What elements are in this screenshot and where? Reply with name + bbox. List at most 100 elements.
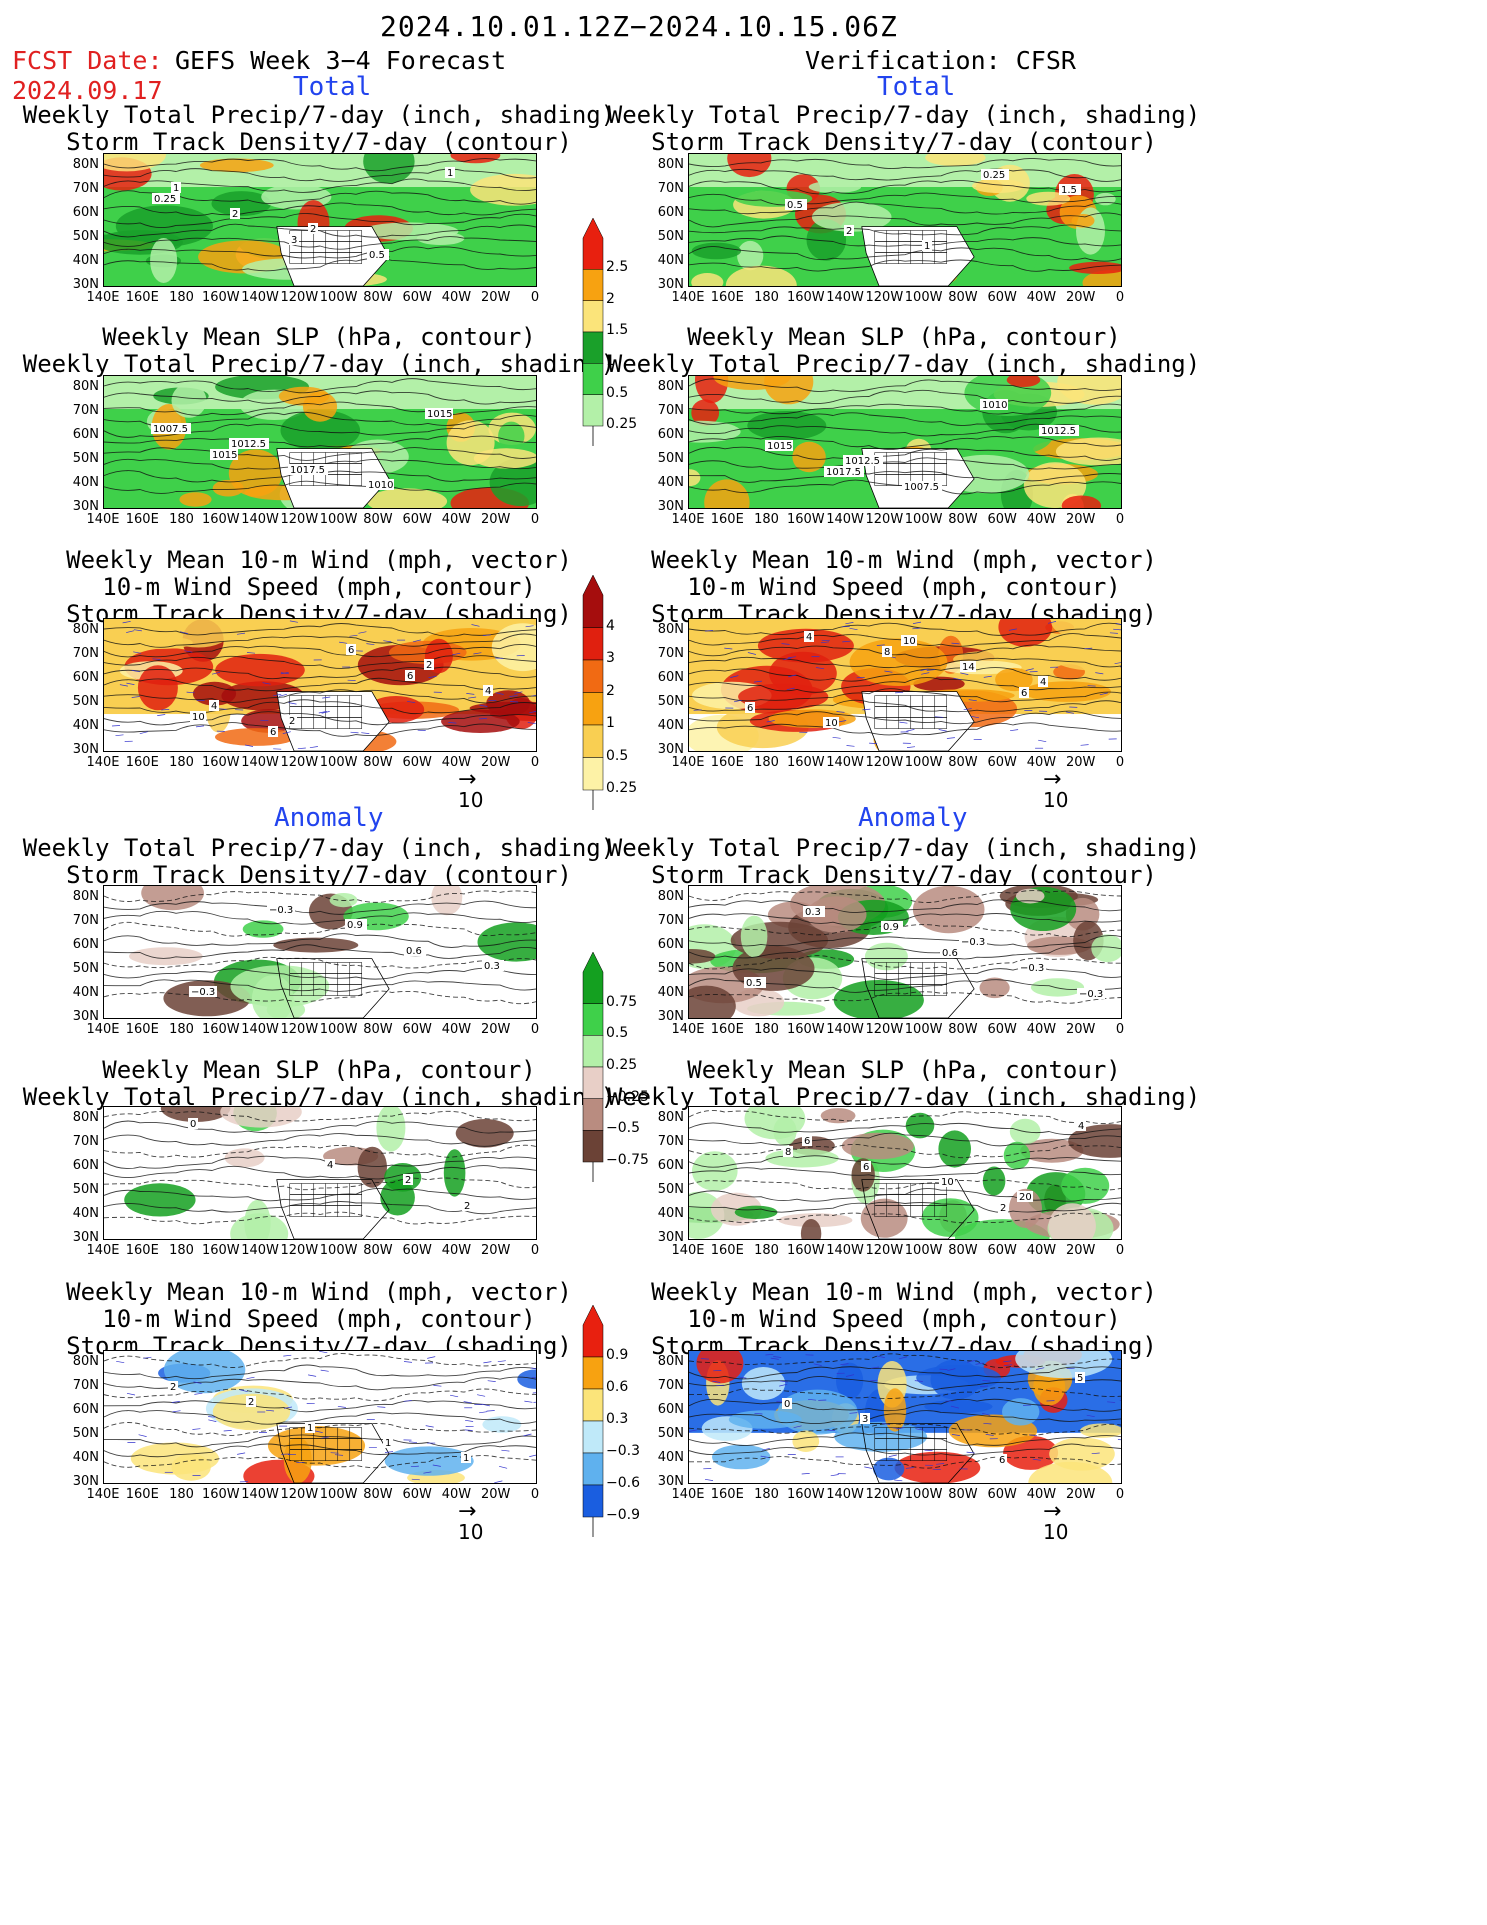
shading-region [171,383,207,418]
contour-label: 1 [924,241,930,252]
contour-line [689,1167,1121,1178]
contour-label: 2 [248,1397,254,1408]
panel-title-line: 10-m Wind Speed (mph, contour) [102,573,536,601]
contour-line [689,1410,1121,1424]
vector-reference: → 10 [458,1501,483,1545]
contour-line [104,1400,536,1413]
wind-vector [377,1406,386,1408]
wind-vector [308,1374,317,1377]
lon-tick-label: 160E [710,512,744,527]
contour-line [104,956,536,969]
wind-vector [1025,668,1034,671]
panel-title-2: Weekly Total Precip/7-day (inch, shading… [564,102,1244,156]
contour-line [689,470,1121,483]
lon-tick-label: 60W [402,1022,432,1037]
contour-line [689,644,1121,659]
lon-tick-label: 120W [865,1243,904,1258]
wind-vector [509,695,518,697]
vector-reference: → 10 [1043,1501,1068,1545]
wind-vector [773,1356,782,1358]
wind-vector [172,1410,181,1413]
wind-vector [842,640,851,643]
wind-vector [1107,1401,1116,1403]
wind-vector [838,720,847,723]
lon-tick-label: 20W [1066,512,1096,527]
shading-region [938,1130,971,1168]
panel-title-10: Weekly Mean SLP (hPa, contour) Weekly Tot… [564,1057,1244,1111]
lat-tick-label: 80N [72,1110,99,1125]
contour-label: 0 [190,1119,196,1130]
contour-line [689,180,1121,195]
shading-region [691,399,720,426]
wind-vector [787,656,796,659]
contour-label: 10 [941,1177,954,1188]
wind-vector [309,746,318,749]
lon-tick-label: 20W [481,755,511,770]
shading-region [864,942,908,971]
lon-tick-label: 140E [86,1487,120,1502]
lon-tick-label: 60W [987,1487,1017,1502]
lon-tick-label: 80W [363,512,393,527]
contour-line [689,1155,1121,1169]
colorbar-swatch [582,659,604,693]
map-panel-3: 1012.5 1010 1007.5 1017.5 1015 1015 [103,375,537,509]
wind-vector [760,1455,769,1458]
lon-tick-label: 100W [904,1022,943,1037]
wind-vector [186,691,195,694]
wind-vector [463,1401,472,1404]
lat-tick-label: 80N [657,622,684,637]
lon-tick-label: 140W [826,1487,864,1502]
lon-tick-label: 100W [904,1487,943,1502]
colorbar-label: 1.5 [606,322,629,338]
contour-line [689,991,1121,1004]
contour-label: 4 [1040,677,1046,688]
wind-vector [179,631,189,634]
lon-tick-label: 40W [441,1487,472,1502]
contour-label: −0.3 [1079,989,1103,1000]
lon-tick-label: 120W [280,1487,319,1502]
wind-vector [906,746,916,748]
lon-tick-label: 160W [786,512,825,527]
wind-vector [1109,632,1118,634]
contour-label: 3 [862,1414,868,1425]
colorbar-swatch [582,331,604,364]
shading-region [820,1108,856,1124]
colorbar-swatch [582,269,604,301]
lat-tick-label: 60N [657,427,684,442]
contour-line [689,1398,1121,1412]
lon-tick-label: 0 [530,290,540,305]
shading-region [1061,495,1102,508]
lon-tick-label: 160E [710,1022,744,1037]
wind-vector [115,734,124,737]
shading-region [163,980,251,1017]
lon-tick-label: 0 [1115,512,1125,527]
lat-tick-label: 50N [657,1426,684,1441]
lat-tick-label: 30N [72,742,99,757]
lon-tick-label: 20W [481,1243,511,1258]
wind-vector [330,1452,339,1454]
wind-vector [126,682,135,685]
shading-region [925,154,986,167]
panel-title-6: Weekly Mean 10-m Wind (mph, vector) 10-m … [564,547,1244,628]
colorbar-swatch [582,1420,604,1454]
wind-vector [119,684,128,687]
north-america-outline [861,1179,975,1239]
wind-vector [126,630,135,633]
colorbar-label: −0.3 [606,1443,640,1459]
wind-vector [898,1356,907,1360]
wind-vector [131,670,140,673]
wind-vector [779,1380,788,1383]
shading-region [1071,214,1095,228]
wind-vector [813,1363,822,1366]
wind-vector [849,1412,858,1414]
wind-vector [473,652,482,655]
shading-region [769,651,837,696]
wind-vector [138,1434,147,1437]
shading-region [836,1362,864,1400]
contour-label: 0.3 [805,907,821,918]
panel-title-line: Weekly Mean 10-m Wind (mph, vector) [651,546,1157,574]
section-total-right: Total [877,72,956,102]
lon-tick-label: 60W [402,512,432,527]
shading-region [1080,1423,1121,1438]
